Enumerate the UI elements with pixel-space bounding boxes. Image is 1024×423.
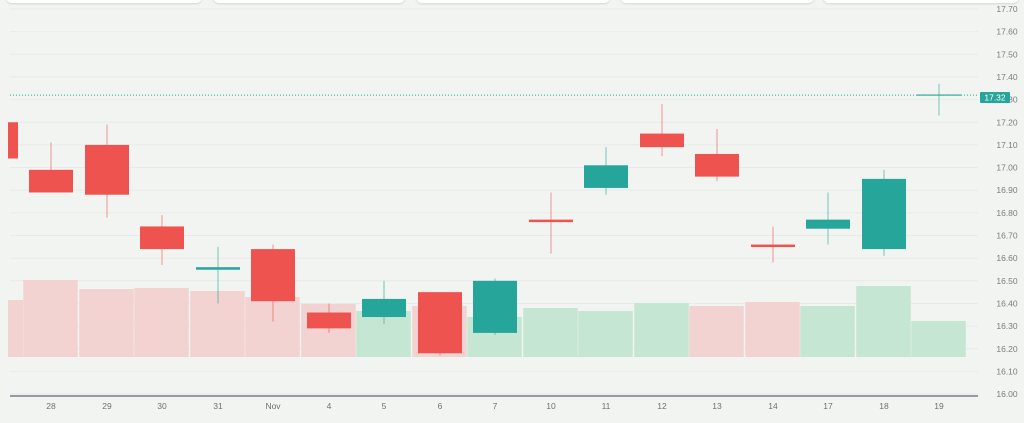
x-tick-label: 6 [438,401,443,411]
candle-Nov[interactable] [251,244,295,322]
candle-body [418,292,462,354]
y-tick-label: 16.80 [996,208,1018,218]
candle-body [85,144,129,195]
time-axis[interactable]: 28 29 30 31 Nov 4 5 6 7 10 11 12 13 14 17 18 19 [46,401,944,411]
volume-bar [856,286,911,357]
candle-31[interactable] [196,246,240,304]
x-tick-label: 18 [879,401,889,411]
y-tick-label: 16.90 [996,185,1018,195]
candle-29[interactable] [85,124,129,218]
x-tick-label: 12 [657,401,667,411]
summary-card-4[interactable] [620,0,814,3]
y-tick-label: 16.20 [996,344,1018,354]
x-tick-label: 29 [102,401,112,411]
summary-card-1[interactable] [6,0,202,3]
candle-14[interactable] [751,226,795,263]
candle-5[interactable] [362,280,406,324]
x-tick-label: 5 [382,401,387,411]
last-price-label: 17.32 [984,93,1006,103]
candle-body [307,312,351,329]
candle-body [473,280,517,333]
summary-card-2[interactable] [213,0,405,3]
x-tick-label: Nov [265,401,281,411]
x-tick-label: 31 [213,401,223,411]
x-tick-label: 28 [46,401,56,411]
x-tick-label: 19 [934,401,944,411]
volume-bar [79,289,134,357]
x-tick-label: 14 [768,401,778,411]
x-tick-label: 13 [712,401,722,411]
x-tick-label: 10 [546,401,556,411]
candle-body [140,226,184,250]
summary-card-5[interactable] [823,0,1019,3]
y-tick-label: 17.10 [996,140,1018,150]
volume-bar [800,306,855,357]
price-axis[interactable]: 17.7017.6017.5017.4017.3017.2017.1017.00… [996,4,1018,399]
y-tick-label: 16.50 [996,276,1018,286]
candle-4[interactable] [307,303,351,333]
x-tick-label: 11 [602,401,611,411]
y-tick-label: 17.60 [996,27,1018,37]
candle-body [862,178,906,250]
candle-13[interactable] [695,129,739,182]
candle-6[interactable] [418,292,462,356]
candle-30[interactable] [140,215,184,265]
candle-body [251,249,295,302]
volume-bar [23,280,78,357]
top-summary-cards [0,0,1024,4]
volume-bar [911,321,966,357]
y-tick-label: 16.60 [996,253,1018,263]
candle-body [751,244,795,248]
candle-body [8,122,18,159]
candle-body [806,219,850,229]
candle-body [362,298,406,318]
y-tick-label: 16.70 [996,231,1018,241]
y-tick-label: 16.10 [996,366,1018,376]
candle-body [584,165,628,188]
price-candles [8,104,906,356]
volume-bar [745,302,800,357]
x-tick-label: 4 [327,401,332,411]
volume-bar [134,288,189,357]
volume-bar [689,306,744,357]
y-tick-label: 17.50 [996,49,1018,59]
x-tick-label: 17 [823,401,833,411]
candle-12[interactable] [640,104,684,157]
volume-bar [523,308,578,357]
candle-17[interactable] [806,192,850,245]
last-price-tag: 17.32 [980,92,1010,103]
summary-card-3[interactable] [416,0,610,3]
candle-7[interactable] [473,278,517,336]
candle-body [695,153,739,177]
last-price-line [10,83,978,116]
y-tick-label: 16.30 [996,321,1018,331]
y-tick-label: 16.40 [996,298,1018,308]
candle-28[interactable] [29,142,73,193]
volume-bar [8,300,23,357]
x-tick-label: 7 [493,401,498,411]
y-tick-label: 17.20 [996,117,1018,127]
x-tick-label: 30 [157,401,167,411]
candle-18[interactable] [862,169,906,256]
volume-bar [634,303,689,357]
volume-bar [578,311,633,357]
candle-body [29,169,73,193]
y-tick-label: 17.70 [996,4,1018,14]
y-tick-label: 16.00 [996,389,1018,399]
candle-body [196,267,240,270]
candle-prev[interactable] [8,122,18,159]
candle-body [640,133,684,148]
candle-10[interactable] [529,192,573,254]
candle-body [529,219,573,223]
candle-11[interactable] [584,147,628,195]
y-tick-label: 17.40 [996,72,1018,82]
y-tick-label: 17.00 [996,163,1018,173]
last-price-badge [980,92,1010,103]
